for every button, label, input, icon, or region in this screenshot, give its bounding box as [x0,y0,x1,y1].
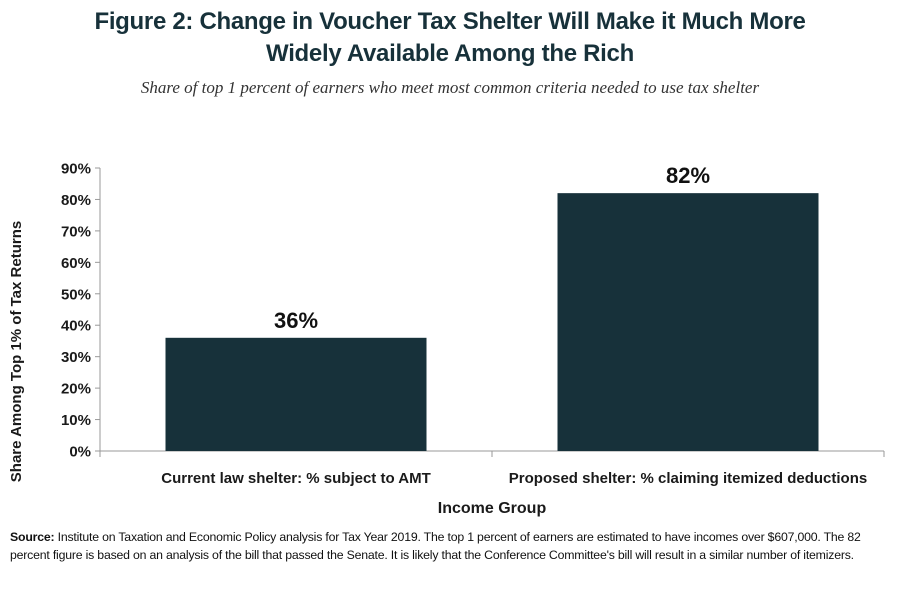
source-text: Institute on Taxation and Economic Polic… [10,530,861,562]
y-tick-label: 0% [69,444,91,461]
y-tick-label: 90% [61,161,91,178]
source-note: Source: Institute on Taxation and Econom… [10,528,890,564]
x-tick-label: Proposed shelter: % claiming itemized de… [509,470,867,487]
y-tick-label: 40% [61,318,91,335]
chart-title-line2: Widely Available Among the Rich [266,40,634,67]
source-label: Source: [10,530,55,544]
y-axis-label: Share Among Top 1% of Tax Returns [8,221,25,482]
bar [557,193,819,451]
bar [165,337,427,451]
y-tick-label: 80% [61,192,91,209]
chart-title-line1: Figure 2: Change in Voucher Tax Shelter … [94,8,806,35]
y-tick-label: 50% [61,286,91,303]
chart-title: Figure 2: Change in Voucher Tax Shelter … [0,6,900,70]
data-label: 82% [666,163,710,188]
y-tick-label: 10% [61,412,91,429]
y-tick-label: 30% [61,349,91,366]
chart-subtitle: Share of top 1 percent of earners who me… [140,78,760,97]
y-tick-label: 20% [61,381,91,398]
y-tick-label: 70% [61,223,91,240]
data-label: 36% [274,308,318,333]
x-axis-label: Income Group [438,500,547,517]
y-tick-label: 60% [61,255,91,272]
x-tick-label: Current law shelter: % subject to AMT [161,470,430,487]
bar-chart: 0% 10% 20% 30% 40% 50% 60% 70% 80% 90% 36% Current … [8,161,885,517]
